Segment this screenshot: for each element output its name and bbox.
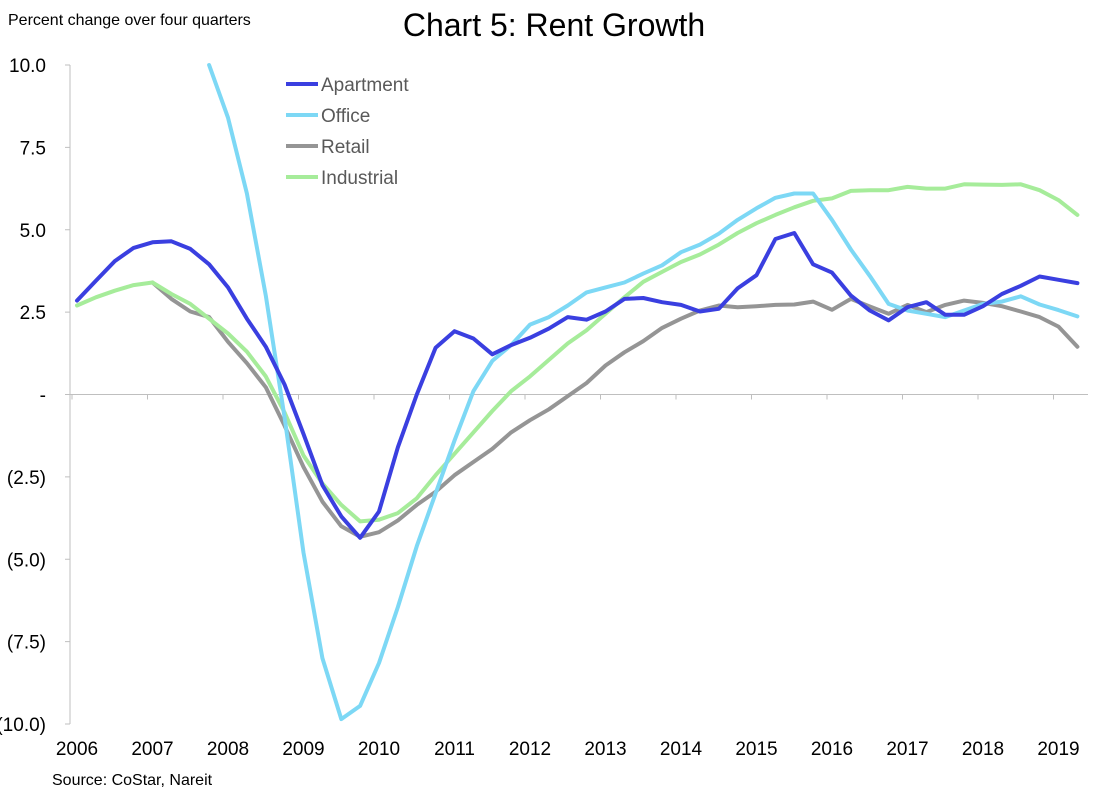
legend-label-apartment: Apartment [321, 75, 409, 96]
series-line-office [207, 63, 1080, 722]
x-tick-label: 2016 [811, 739, 853, 760]
y-axis-unit-label: Percent change over four quarters [8, 12, 251, 29]
legend-label-retail: Retail [321, 137, 370, 158]
y-tick-label: (7.5) [7, 633, 46, 654]
x-tick-label: 2019 [1037, 739, 1079, 760]
y-tick-label: 5.0 [20, 221, 46, 242]
x-tick-label: 2007 [131, 739, 173, 760]
x-tick-label: 2013 [584, 739, 626, 760]
x-axis-tick-labels: 2006 2007 2008 2009 2010 2011 2012 2013 2014 2015… [56, 739, 1080, 760]
x-tick-label: 2010 [358, 739, 400, 760]
series-line-apartment [75, 231, 1080, 540]
x-tick-label: 2008 [207, 739, 249, 760]
series-line-industrial [75, 182, 1080, 524]
x-tick-label: 2006 [56, 739, 98, 760]
source-note: Source: CoStar, Nareit [52, 772, 213, 789]
x-tick-label: 2012 [509, 739, 551, 760]
y-tick-label: (5.0) [7, 550, 46, 571]
x-tick-label: 2017 [886, 739, 928, 760]
x-tick-label: 2009 [282, 739, 324, 760]
y-tick-label: 2.5 [20, 303, 46, 324]
y-tick-label: - [40, 386, 46, 407]
x-tick-label: 2014 [660, 739, 703, 760]
y-axis-tick-labels: 10.0 7.5 5.0 2.5 - (2.5) (5.0) (7.5) (10.0) [0, 56, 46, 736]
chart-title: Chart 5: Rent Growth [403, 7, 705, 43]
legend-label-office: Office [321, 106, 370, 127]
y-tick-label: (2.5) [7, 468, 46, 489]
axes [65, 64, 1088, 725]
series-lines [75, 63, 1080, 722]
legend-label-industrial: Industrial [321, 168, 398, 189]
x-tick-label: 2015 [735, 739, 777, 760]
y-tick-label: 7.5 [20, 138, 46, 159]
legend: Apartment Office Retail Industrial [286, 75, 409, 189]
series-line-retail [150, 280, 1080, 539]
x-tick-label: 2011 [434, 739, 475, 760]
y-tick-label: 10.0 [9, 56, 46, 77]
x-tick-label: 2018 [962, 739, 1004, 760]
y-tick-label: (10.0) [0, 715, 46, 736]
